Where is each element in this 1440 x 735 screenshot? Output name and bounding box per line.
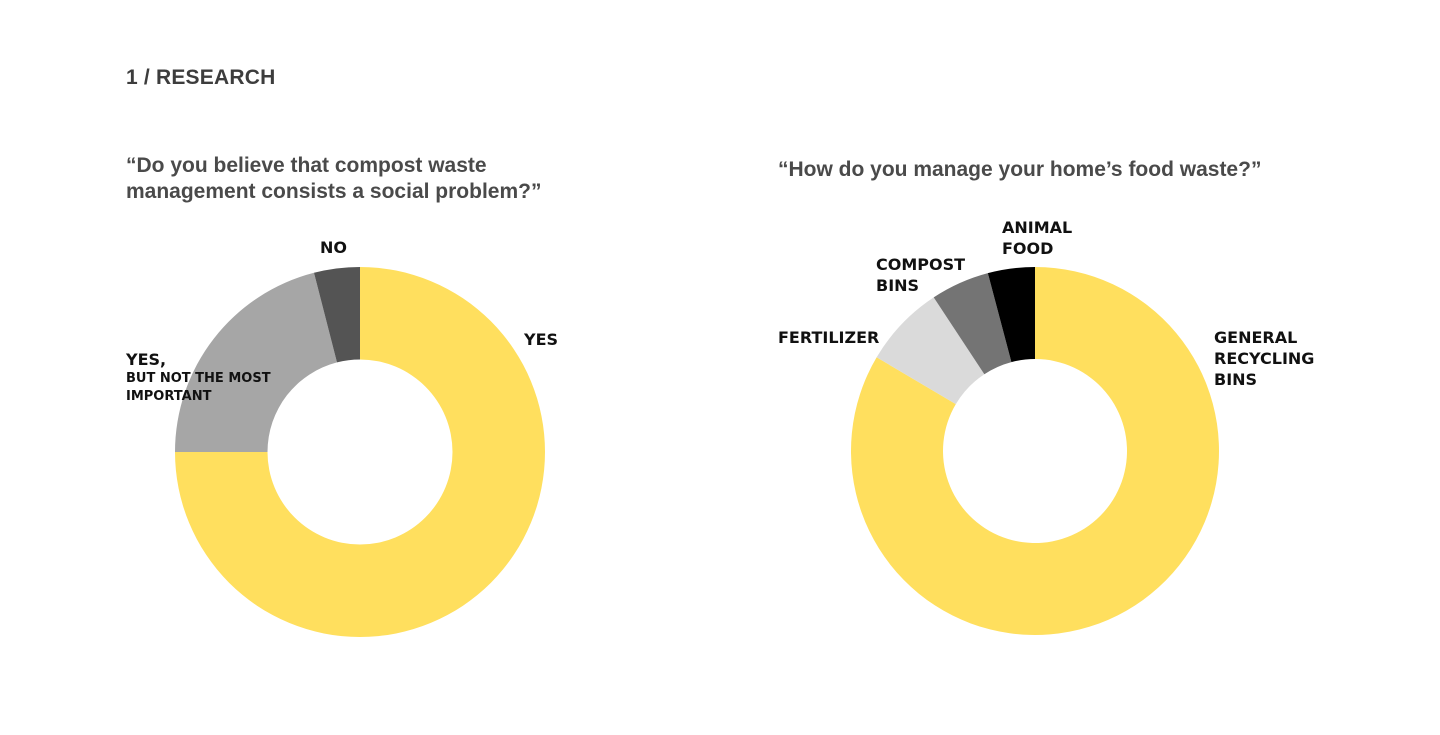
chart-2-question-title: “How do you manage your home’s food wast… — [778, 158, 1262, 181]
chart-2-slice-label-animal-food: ANIMAL FOOD — [1002, 218, 1073, 258]
chart-2-slice-animal-food — [987, 267, 1035, 363]
chart-2-slice-label-fertilizer: FERTILIZER — [778, 328, 880, 347]
chart-2-donut — [851, 267, 1219, 635]
chart-1-slice-label-yes: YES — [524, 330, 559, 349]
chart-1-slice-label-yes-main: YES, — [126, 350, 167, 369]
chart-2-slice-label-general-recycling-bins: GENERAL RECYCLING BINS — [1214, 328, 1315, 389]
chart-1-slice-yes-but-not-the-most-important — [175, 272, 337, 452]
chart-2-slice-compost-bins — [933, 273, 1012, 375]
chart-2-slice-general-recycling-bins — [851, 267, 1219, 635]
chart-2-slice-label-compost-bins: COMPOST BINS — [876, 255, 966, 295]
chart-1-question-title: “Do you believe that compost waste manag… — [126, 154, 542, 203]
chart-1-slice-label-no: NO — [320, 238, 347, 257]
chart-1-donut — [175, 267, 545, 637]
chart-1-slice-label-yes-sub: BUT NOT THE MOST IMPORTANT — [126, 371, 271, 404]
chart-1-slice-no — [313, 267, 360, 363]
chart-1-slice-label-yes-not-most-important: YES, BUT NOT THE MOST IMPORTANT — [126, 328, 271, 427]
chart-1-slice-yes — [175, 267, 545, 637]
chart-2-slice-fertilizer — [876, 297, 985, 405]
section-label: 1 / RESEARCH — [126, 66, 276, 89]
